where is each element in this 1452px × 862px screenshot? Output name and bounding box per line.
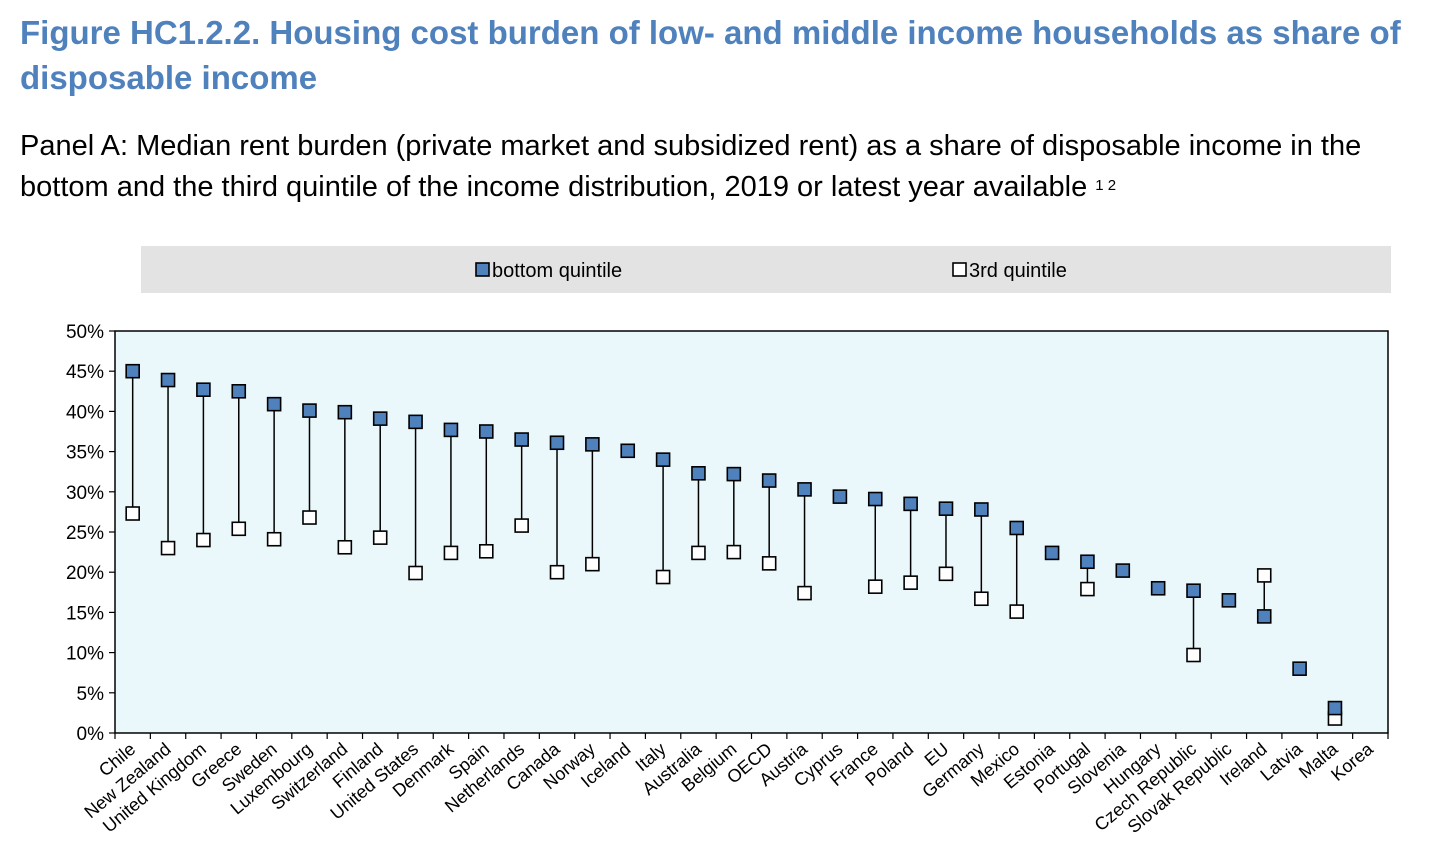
plot-area [114,330,1389,734]
point-3rd-quintile-italy [655,569,671,585]
y-tick-label: 25% [66,523,104,544]
point-bottom-quintile-italy [655,452,671,467]
x-label-latvia: Latvia [1257,738,1307,785]
point-bottom-quintile-denmark [443,422,459,438]
point-bottom-quintile-czech-republic [1186,583,1201,598]
y-tick-label: 15% [66,603,104,624]
point-bottom-quintile-luxembourg [302,403,317,418]
point-3rd-quintile-austria [797,585,812,601]
point-bottom-quintile-sweden [266,396,282,412]
point-3rd-quintile-netherlands [514,518,529,533]
legend-label-bottom-quintile: bottom quintile [492,260,622,282]
point-bottom-quintile-portugal [1080,554,1095,570]
point-3rd-quintile-denmark [443,545,459,561]
panel-title-text: Panel A: Median rent burden (private mar… [20,130,1362,203]
point-3rd-quintile-australia [691,545,706,561]
legend-marker-bottom-quintile [475,262,490,277]
point-bottom-quintile-cyprus [832,489,848,504]
point-3rd-quintile-united-states [408,565,423,581]
point-bottom-quintile-hungary [1150,580,1166,596]
point-bottom-quintile-switzerland [337,404,353,420]
point-bottom-quintile-latvia [1292,661,1307,676]
point-bottom-quintile-canada [549,435,565,451]
figure-title: Figure HC1.2.2. Housing cost burden of l… [20,14,1401,96]
point-3rd-quintile-switzerland [337,539,353,555]
point-bottom-quintile-slovenia [1115,563,1131,578]
point-3rd-quintile-ireland [1256,568,1272,583]
point-bottom-quintile-new-zealand [160,372,176,388]
point-bottom-quintile-france [867,491,883,507]
point-3rd-quintile-new-zealand [160,540,176,556]
x-label-korea: Korea [1327,738,1377,785]
point-bottom-quintile-netherlands [514,432,529,447]
data-markers [125,363,1343,726]
point-bottom-quintile-ireland [1256,609,1272,624]
point-3rd-quintile-czech-republic [1186,647,1201,663]
point-bottom-quintile-belgium [726,466,742,482]
y-tick-label: 10% [66,644,104,665]
legend-background [141,246,1391,293]
point-3rd-quintile-canada [549,564,565,580]
point-bottom-quintile-chile [125,363,140,379]
point-bottom-quintile-malta [1327,700,1343,716]
legend-label-3rd-quintile: 3rd quintile [969,260,1067,282]
point-3rd-quintile-poland [903,575,918,590]
point-3rd-quintile-france [867,579,883,594]
point-3rd-quintile-eu [938,566,954,582]
y-tick-label: 50% [66,322,104,343]
legend: bottom quintile 3rd quintile [475,260,1067,282]
point-bottom-quintile-united-states [408,414,423,430]
panel-title-notes: 1 2 [1095,177,1117,194]
point-bottom-quintile-iceland [620,443,636,459]
y-tick-label: 5% [77,684,105,705]
point-bottom-quintile-norway [585,437,600,452]
connector-lines [131,371,1336,719]
point-bottom-quintile-australia [691,466,706,481]
point-3rd-quintile-norway [585,556,600,572]
point-bottom-quintile-poland [903,496,918,512]
point-3rd-quintile-sweden [266,531,282,547]
point-bottom-quintile-estonia [1044,545,1060,561]
point-3rd-quintile-portugal [1080,581,1095,597]
point-3rd-quintile-belgium [726,544,742,560]
point-bottom-quintile-spain [478,424,494,439]
point-3rd-quintile-greece [231,521,247,537]
y-tick-label: 30% [66,483,104,504]
point-3rd-quintile-germany [974,591,989,607]
point-bottom-quintile-eu [938,501,954,516]
point-3rd-quintile-mexico [1009,604,1025,619]
point-3rd-quintile-spain [478,543,494,559]
point-bottom-quintile-slovak-republic [1221,593,1237,608]
y-tick-label: 20% [66,563,104,584]
y-tick-label: 0% [77,724,105,745]
legend-marker-3rd-quintile [952,262,967,277]
point-bottom-quintile-oecd [761,473,777,488]
y-tick-label: 35% [66,443,104,464]
point-3rd-quintile-chile [125,506,140,521]
point-3rd-quintile-finland [372,530,388,545]
point-bottom-quintile-united-kingdom [196,382,211,397]
point-3rd-quintile-luxembourg [302,510,317,525]
point-3rd-quintile-oecd [761,556,777,571]
point-bottom-quintile-greece [231,383,247,399]
point-bottom-quintile-finland [372,411,388,426]
point-3rd-quintile-united-kingdom [196,532,211,548]
y-axis: 0% 5% 10% 15% 20% 25% 30% 35% 40% 45% 50% [66,322,115,745]
point-bottom-quintile-germany [974,502,989,517]
point-bottom-quintile-austria [797,482,812,497]
panel-title: Panel A: Median rent burden (private mar… [20,126,1440,208]
y-tick-label: 40% [66,402,104,423]
point-bottom-quintile-mexico [1009,520,1025,536]
y-tick-label: 45% [66,362,104,383]
